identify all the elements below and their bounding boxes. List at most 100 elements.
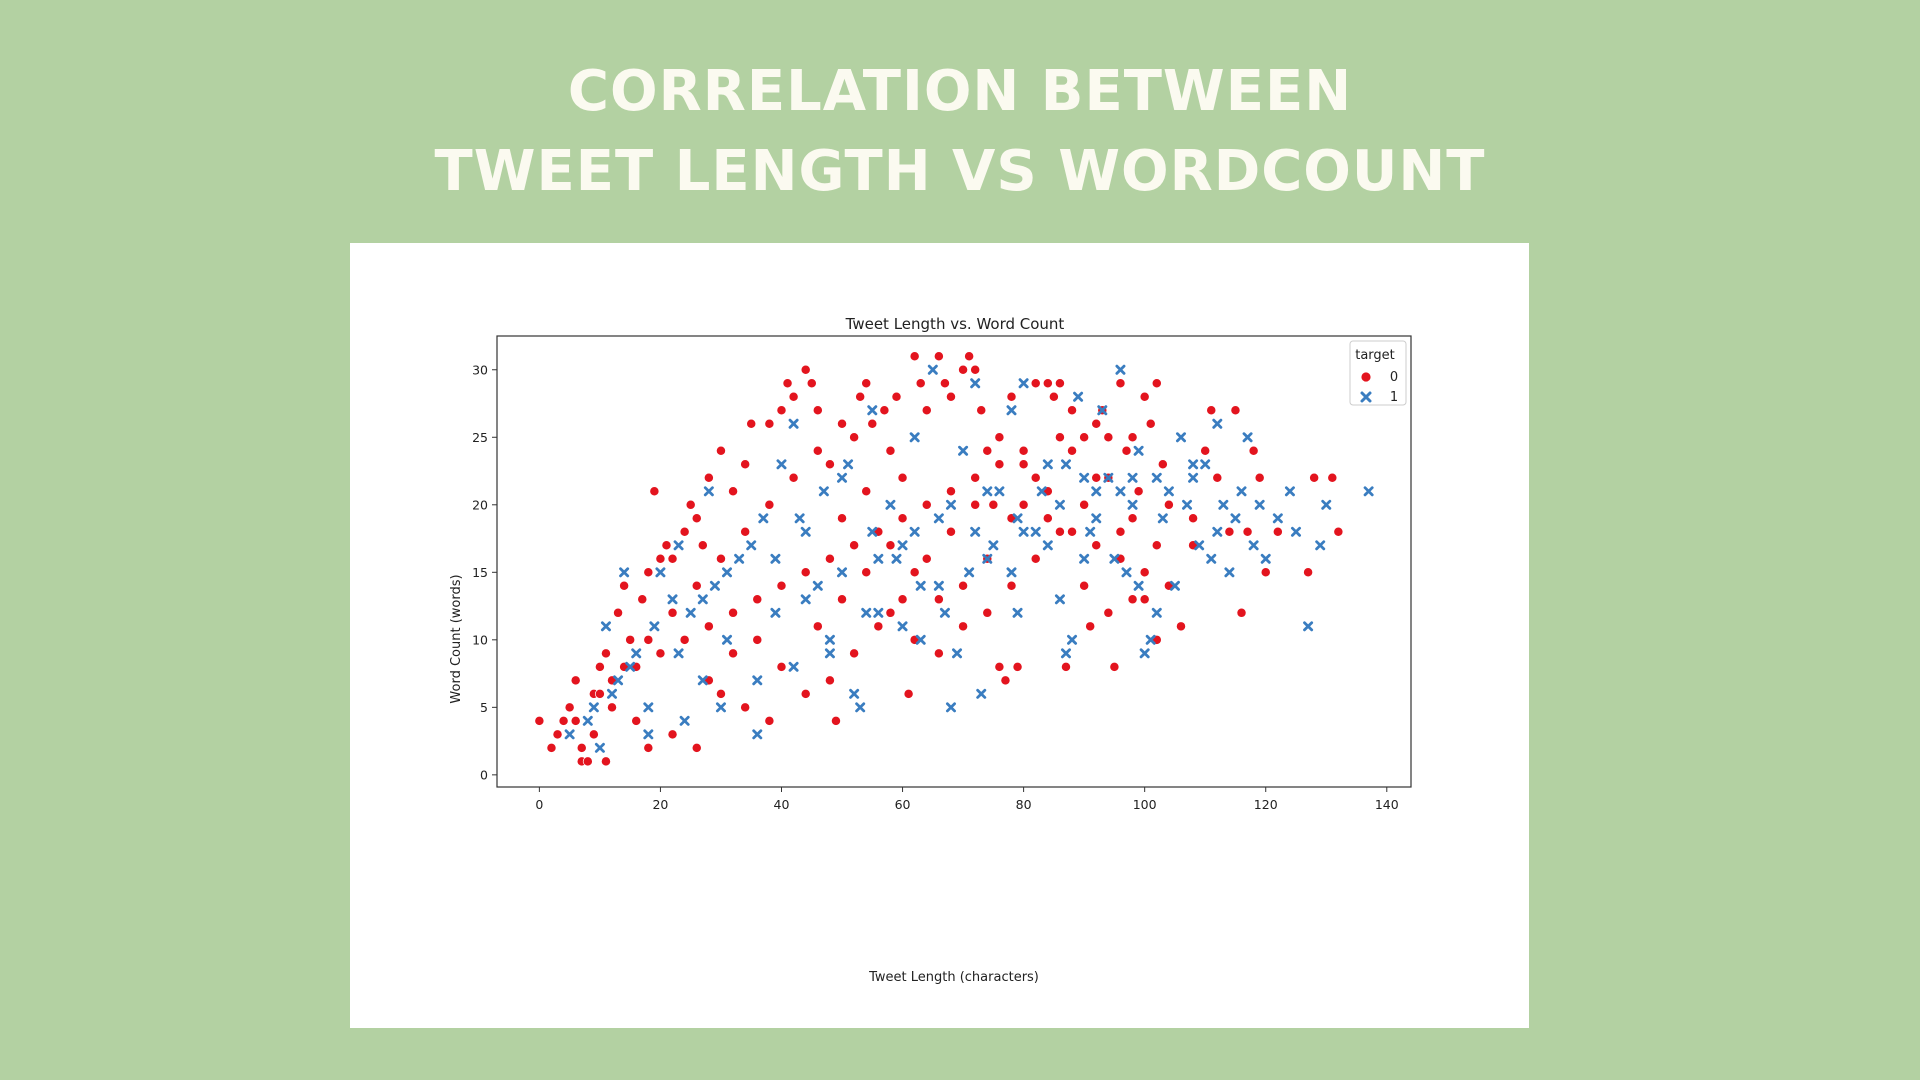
scatter-point-target-0 — [728, 607, 739, 618]
scatter-point-target-0 — [994, 459, 1005, 470]
scatter-point-target-1 — [1042, 459, 1053, 470]
y-tick-label: 25 — [472, 430, 488, 445]
scatter-point-target-0 — [1000, 675, 1011, 686]
scatter-point-target-0 — [661, 540, 672, 551]
scatter-point-target-0 — [1079, 432, 1090, 443]
scatter-point-target-1 — [1097, 405, 1108, 416]
scatter-point-target-0 — [1018, 445, 1029, 456]
scatter-point-target-0 — [1042, 513, 1053, 524]
scatter-point-target-0 — [570, 715, 581, 726]
scatter-point-target-1 — [600, 621, 611, 632]
scatter-point-target-0 — [1103, 607, 1114, 618]
scatter-point-target-0 — [552, 729, 563, 740]
scatter-point-target-1 — [994, 486, 1005, 497]
scatter-point-target-0 — [1236, 607, 1247, 618]
scatter-point-target-0 — [812, 405, 823, 416]
scatter-point-target-0 — [1242, 526, 1253, 537]
scatter-point-target-0 — [837, 513, 847, 524]
scatter-point-target-0 — [849, 432, 860, 443]
scatter-point-target-0 — [1127, 432, 1138, 443]
scatter-point-target-1 — [909, 432, 920, 443]
scatter-point-target-1 — [588, 702, 599, 713]
scatter-point-target-0 — [728, 648, 739, 659]
scatter-point-target-0 — [613, 607, 624, 618]
scatter-point-target-0 — [764, 499, 775, 510]
scatter-point-target-1 — [625, 661, 636, 672]
scatter-point-target-0 — [946, 526, 956, 537]
scatter-point-target-0 — [891, 391, 902, 402]
scatter-point-target-1 — [988, 540, 999, 551]
scatter-point-target-1 — [649, 621, 660, 632]
scatter-point-target-1 — [1054, 594, 1065, 605]
scatter-point-target-1 — [976, 688, 987, 699]
scatter-point-target-1 — [1012, 513, 1023, 524]
scatter-point-target-1 — [1103, 472, 1114, 483]
scatter-point-target-1 — [673, 648, 684, 659]
scatter-point-target-0 — [982, 607, 993, 618]
scatter-point-target-1 — [1218, 499, 1229, 510]
scatter-point-target-1 — [1139, 648, 1150, 659]
x-tick-label: 60 — [895, 797, 911, 812]
scatter-point-target-0 — [994, 661, 1005, 672]
scatter-point-target-1 — [613, 675, 624, 686]
scatter-point-target-1 — [982, 486, 993, 497]
scatter-point-target-0 — [1133, 486, 1144, 497]
scatter-point-target-0 — [1151, 378, 1162, 389]
scatter-point-target-1 — [1042, 540, 1053, 551]
scatter-point-target-1 — [891, 553, 902, 564]
scatter-point-target-0 — [1309, 472, 1320, 483]
scatter-point-target-0 — [1030, 553, 1041, 564]
scatter-point-target-0 — [1054, 378, 1065, 389]
scatter-point-target-0 — [740, 459, 751, 470]
scatter-point-target-0 — [885, 607, 896, 618]
scatter-point-target-1 — [770, 607, 781, 618]
scatter-point-target-1 — [758, 513, 769, 524]
scatter-point-target-0 — [1206, 405, 1217, 416]
scatter-point-target-0 — [1079, 580, 1090, 591]
scatter-point-target-1 — [933, 580, 944, 591]
legend: target 0 1 — [1349, 340, 1407, 406]
scatter-point-target-0 — [1042, 378, 1053, 389]
scatter-point-target-0 — [1212, 472, 1223, 483]
slide-title-line-1: CORRELATION BETWEEN — [567, 59, 1353, 124]
scatter-point-target-0 — [631, 715, 642, 726]
scatter-point-target-0 — [806, 378, 817, 389]
scatter-point-target-0 — [1188, 513, 1199, 524]
scatter-point-target-1 — [1212, 418, 1223, 429]
scatter-point-target-0 — [1145, 418, 1156, 429]
scatter-point-target-1 — [631, 648, 642, 659]
scatter-point-target-0 — [1163, 499, 1174, 510]
scatter-point-target-1 — [1363, 486, 1374, 497]
scatter-point-target-0 — [970, 499, 981, 510]
scatter-point-target-1 — [812, 580, 823, 591]
scatter-point-target-1 — [1085, 526, 1096, 537]
scatter-point-target-1 — [1188, 472, 1199, 483]
x-tick-label: 120 — [1254, 797, 1278, 812]
scatter-point-target-0 — [1067, 445, 1077, 456]
scatter-point-target-0 — [861, 567, 872, 578]
scatter-point-target-0 — [1139, 567, 1150, 578]
y-tick-label: 10 — [472, 632, 488, 647]
scatter-point-target-1 — [945, 702, 956, 713]
scatter-point-target-0 — [594, 661, 605, 672]
y-tick-label: 0 — [480, 767, 488, 782]
scatter-point-target-0 — [752, 594, 763, 605]
scatter-point-target-0 — [1061, 661, 1071, 672]
scatter-point-target-0 — [915, 378, 926, 389]
scatter-point-target-0 — [964, 351, 975, 362]
scatter-point-target-0 — [649, 486, 660, 497]
scatter-point-target-0 — [776, 580, 787, 591]
scatter-point-target-1 — [746, 540, 757, 551]
scatter-point-target-1 — [1067, 634, 1078, 645]
scatter-point-target-0 — [824, 675, 835, 686]
scatter-point-target-1 — [945, 499, 956, 510]
scatter-point-target-0 — [849, 540, 860, 551]
scatter-point-target-1 — [927, 364, 938, 375]
scatter-point-target-1 — [818, 486, 829, 497]
scatter-point-target-0 — [1079, 499, 1090, 510]
scatter-point-target-0 — [1248, 445, 1259, 456]
scatter-point-target-1 — [970, 526, 981, 537]
scatter-point-target-1 — [873, 553, 884, 564]
scatter-point-target-1 — [873, 607, 884, 618]
scatter-point-target-1 — [1091, 486, 1102, 497]
